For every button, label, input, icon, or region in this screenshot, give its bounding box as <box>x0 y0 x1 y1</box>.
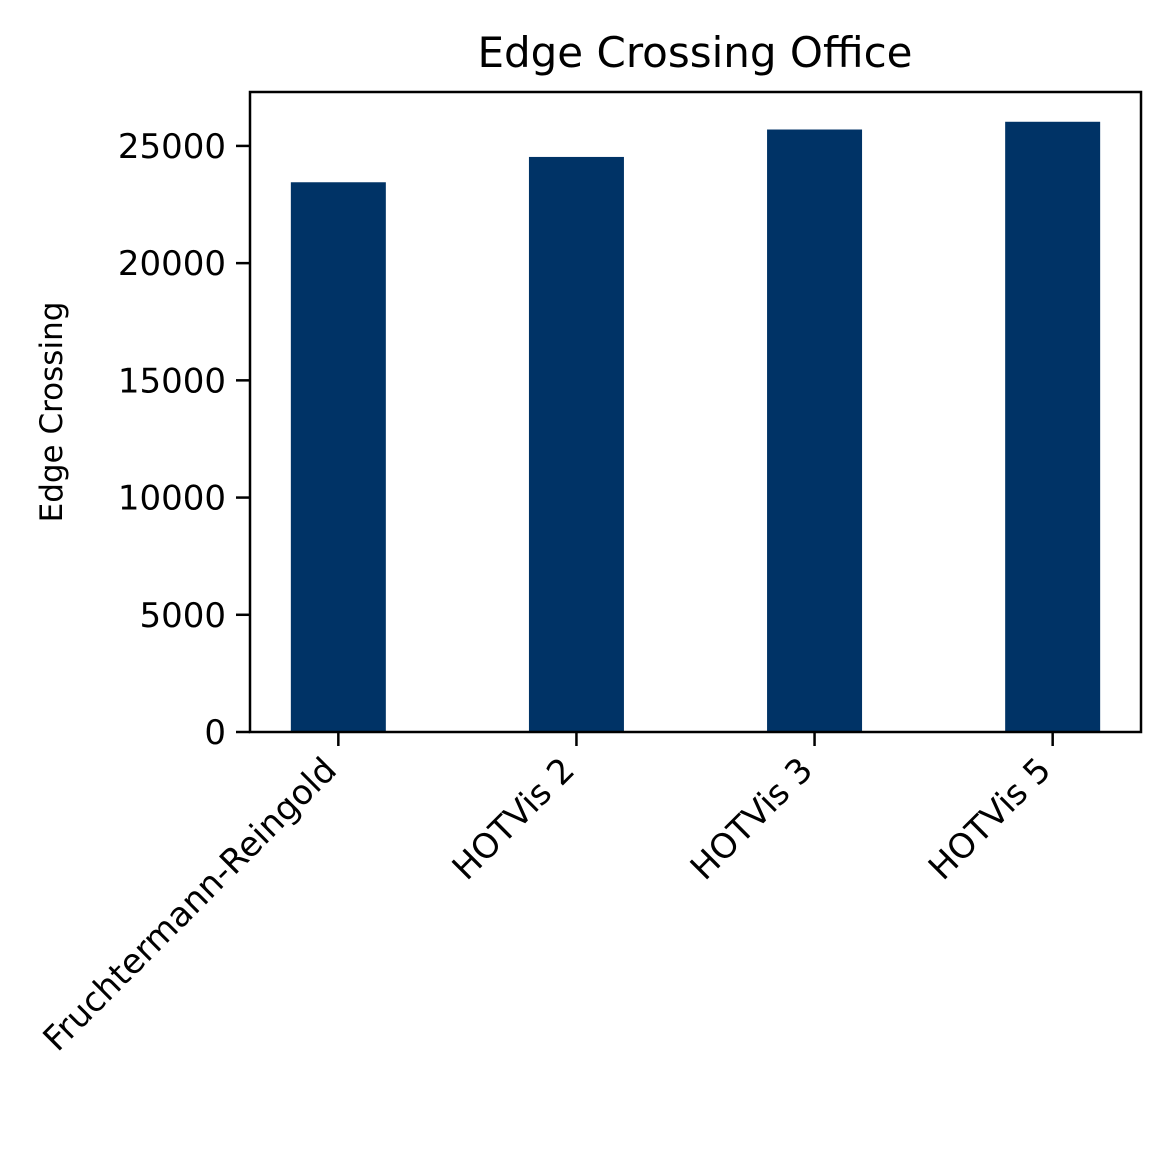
y-tick-label: 20000 <box>118 244 226 284</box>
x-tick-label: HOTVis 5 <box>921 750 1059 888</box>
chart-title: Edge Crossing Office <box>477 28 912 77</box>
bar-1 <box>290 182 386 732</box>
y-tick-label: 25000 <box>118 127 226 167</box>
x-tick-label: HOTVis 2 <box>445 750 583 888</box>
y-axis-ticks: 0 5000 10000 15000 20000 25000 <box>118 127 250 753</box>
bars <box>290 121 1101 733</box>
x-axis-ticks: Fruchtermann-Reingold HOTVis 2 HOTVis 3 HOT… <box>36 732 1059 1059</box>
y-tick-label: 10000 <box>118 479 226 519</box>
bar-3 <box>767 129 863 732</box>
y-tick-label: 0 <box>204 713 226 753</box>
y-tick-label: 15000 <box>118 361 226 401</box>
bar-2 <box>528 156 624 732</box>
y-tick-label: 5000 <box>139 596 226 636</box>
plot-frame <box>248 90 1143 734</box>
y-axis-label: Edge Crossing <box>34 302 70 523</box>
bar-4 <box>1005 121 1101 733</box>
x-tick-label: HOTVis 3 <box>683 750 821 888</box>
x-tick-label: Fruchtermann-Reingold <box>36 750 345 1059</box>
